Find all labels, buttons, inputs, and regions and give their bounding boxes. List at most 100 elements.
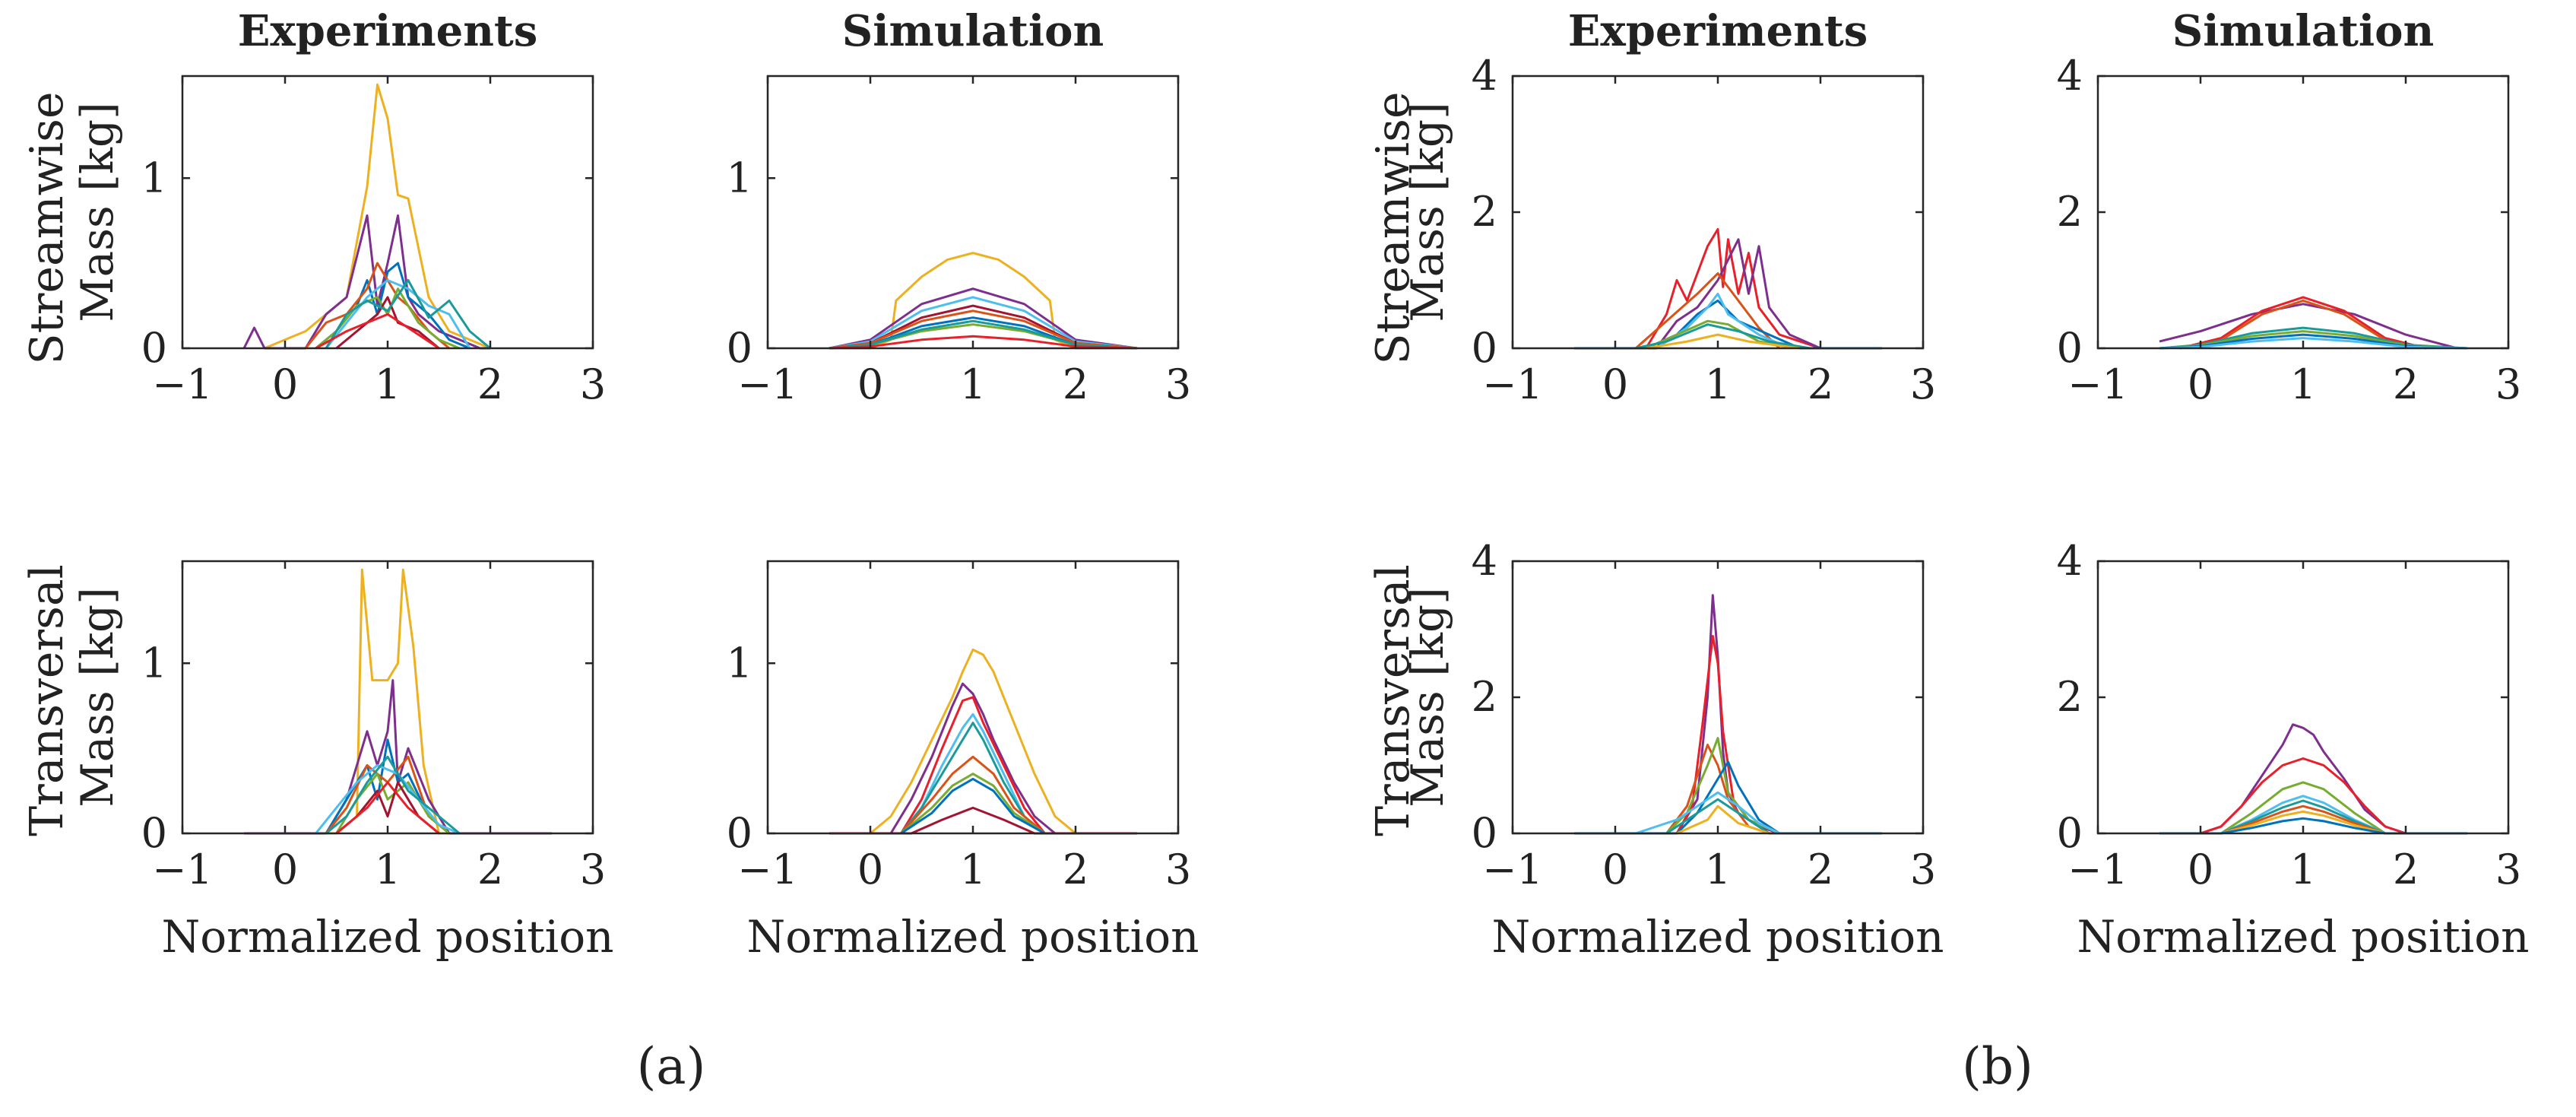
x-tick-label: 1 [960,846,986,893]
y-tick-label: 0 [1472,324,1497,372]
x-tick-label: 1 [2290,360,2316,408]
series-line-cyan [1635,791,1780,835]
x-tick-label: −1 [152,846,213,893]
y-axis-label: Mass [kg] [1402,102,1453,322]
x-tick-label: −1 [737,360,798,408]
x-tick-label: −1 [2067,360,2128,408]
x-axis-label: Normalized position [161,911,613,963]
x-axis-label: Normalized position [2077,911,2529,963]
y-tick-label: 1 [727,639,753,687]
x-tick-label: 2 [2393,846,2419,893]
series-line-yellow [2159,810,2467,835]
series-line-red [1574,227,1821,350]
y-axis-label: Mass [kg] [71,587,123,807]
x-tick-label: −1 [1482,360,1543,408]
x-tick-label: 1 [375,846,401,893]
series-line-teal [2159,799,2467,835]
x-axis-label: Normalized position [1491,911,1944,963]
x-tick-label: 3 [1910,846,1936,893]
y-tick-label: 4 [1472,537,1497,585]
x-tick-label: 1 [1705,846,1731,893]
series-line-teal [1635,323,1811,350]
x-tick-label: 3 [1165,846,1191,893]
series-line-yellow [1676,804,1770,835]
x-tick-label: 3 [580,846,606,893]
x-tick-label: 0 [2188,846,2213,893]
x-tick-label: 2 [477,846,503,893]
x-tick-label: 2 [1808,846,1833,893]
y-tick-label: 0 [727,324,753,372]
x-tick-label: −1 [737,846,798,893]
series-line-orange [1635,272,1781,350]
x-tick-label: 0 [857,360,883,408]
series-line-purple [244,679,552,835]
y-tick-label: 0 [141,324,167,372]
y-tick-label: 1 [727,154,753,202]
axes-box [2096,75,2510,350]
x-axis-label: Normalized position [746,911,1199,963]
y-tick-label: 0 [1472,809,1497,857]
row-label-transversal: Transversal [21,564,74,836]
y-tick-label: 2 [1472,188,1497,236]
chart-title: Simulation [842,6,1104,56]
y-tick-label: 0 [141,809,167,857]
y-tick-label: 1 [141,154,167,202]
series-line-yellow [264,83,491,350]
panel-label-transversal-b: Transversal [1367,564,1420,836]
chart-title: Experiments [238,6,538,56]
x-tick-label: 2 [1063,360,1088,408]
panel-label-a: (a) [637,1037,706,1096]
chart-title: Experiments [1568,6,1868,56]
y-tick-label: 2 [1472,673,1497,721]
series-line-purple [829,682,1137,835]
x-tick-label: 3 [580,360,606,408]
series-line-teal [1665,798,1770,835]
axes-box [181,560,594,835]
panel-label-streamwise-b: Streamwise [1367,92,1420,365]
series-line-red [1574,635,1882,835]
x-tick-label: 3 [1165,360,1191,408]
x-tick-label: 2 [477,360,503,408]
series-line-blue [829,777,1137,835]
axes-box [1511,75,1925,350]
series-line-orange [829,755,1137,835]
y-tick-label: 2 [2057,188,2083,236]
x-tick-label: 3 [2495,360,2521,408]
series-line-cyan [325,279,471,349]
series-line-red [2159,757,2467,835]
x-tick-label: 0 [272,846,298,893]
x-tick-label: 0 [2188,360,2213,408]
series-line-cyan [1656,292,1791,350]
series-line-red2 [315,313,440,350]
y-tick-label: 1 [141,639,167,687]
y-tick-label: 2 [2057,673,2083,721]
series-line-blue [2159,817,2467,835]
y-tick-label: 4 [2057,52,2083,100]
series-line-yellow [829,648,1137,835]
x-tick-label: −1 [2067,846,2128,893]
y-tick-label: 0 [2057,809,2083,857]
y-tick-label: 0 [727,809,753,857]
x-tick-label: 2 [1808,360,1833,408]
x-tick-label: −1 [152,360,213,408]
x-tick-label: −1 [1482,846,1543,893]
series-line-purple [829,287,1138,350]
series-line-yellow [1646,333,1801,350]
x-tick-label: 1 [960,360,986,408]
y-axis-label: Mass [kg] [71,102,123,322]
x-tick-label: 0 [1602,360,1628,408]
series-line-red2 [335,781,440,835]
series-line-purple [1574,238,1821,350]
series-line-green [829,773,1137,835]
series-line-red [335,296,440,350]
x-tick-label: 3 [2495,846,2521,893]
y-tick-label: 4 [2057,537,2083,585]
x-tick-label: 3 [1910,360,1936,408]
